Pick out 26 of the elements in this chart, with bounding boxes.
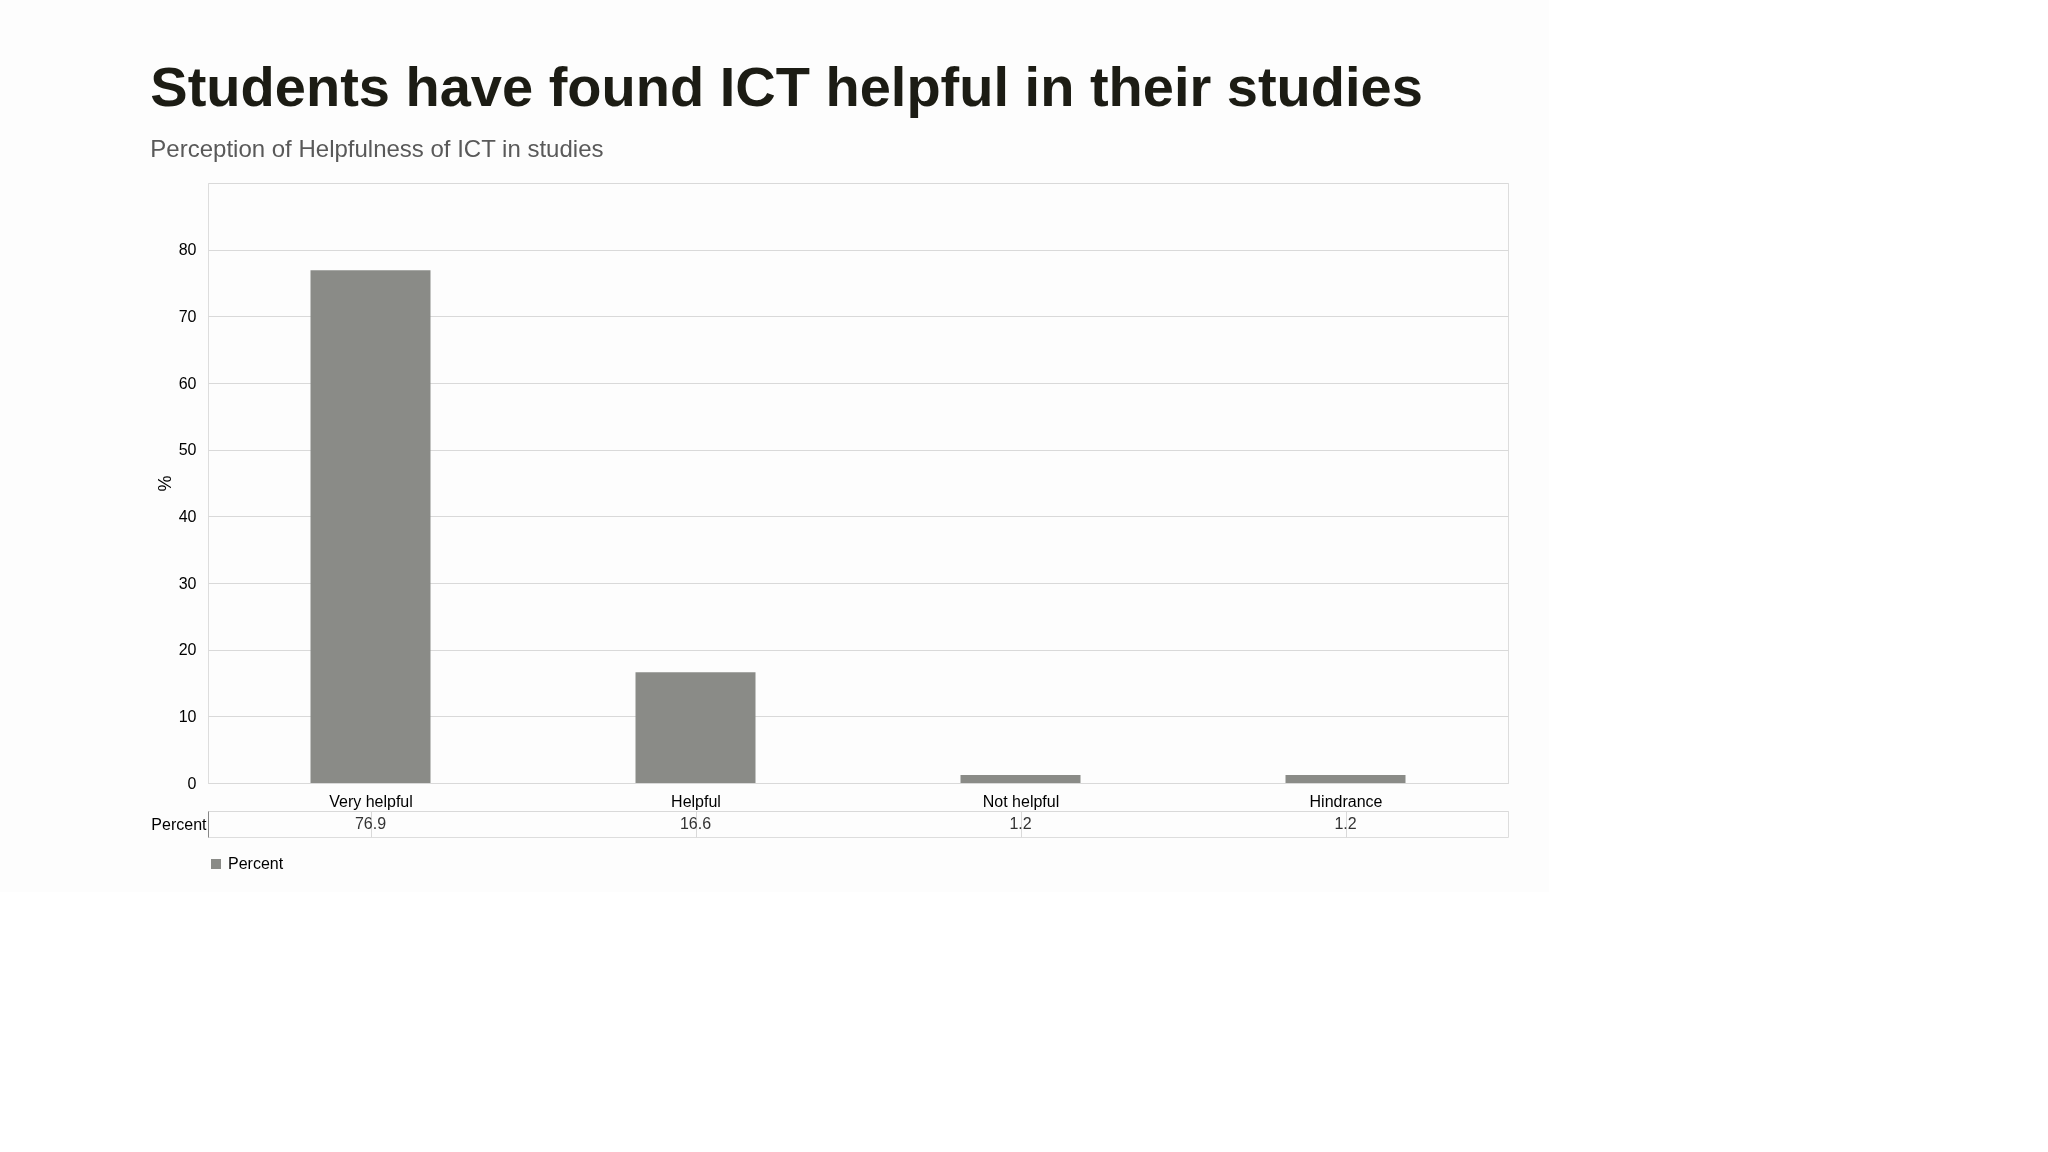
- y-tick-label: 30: [178, 574, 197, 592]
- y-axis-title: %: [154, 475, 175, 492]
- bar: [1285, 775, 1406, 783]
- y-tick-label: 50: [178, 441, 197, 459]
- x-tick-label: Helpful: [671, 792, 721, 810]
- y-tick-label: 80: [178, 241, 197, 259]
- x-tick-label: Very helpful: [329, 792, 413, 810]
- text: Percent: [151, 815, 207, 833]
- y-tick-label: 70: [178, 307, 197, 325]
- y-tick-label: 10: [178, 707, 197, 725]
- x-tick-label: Hindrance: [1309, 792, 1383, 810]
- data-label: 1.2: [1009, 815, 1032, 832]
- y-tick-label: 60: [178, 374, 197, 392]
- data-label: 1.2: [1334, 815, 1357, 832]
- bar: [635, 672, 756, 783]
- data-label: 16.6: [679, 815, 712, 832]
- y-tick-label: 0: [187, 774, 197, 792]
- bar: [960, 775, 1081, 783]
- bar: [310, 270, 431, 783]
- legend-label: Percent: [228, 855, 284, 872]
- y-tick-label: 40: [178, 507, 197, 525]
- x-tick-label: Not helpful: [982, 792, 1060, 810]
- y-tick-label: 20: [178, 641, 197, 659]
- chart-subtitle: Perception of Helpfulness of ICT in studies: [150, 134, 604, 162]
- data-label: 76.9: [354, 815, 387, 832]
- chart-title: Students have found ICT helpful in their studies: [150, 54, 1423, 118]
